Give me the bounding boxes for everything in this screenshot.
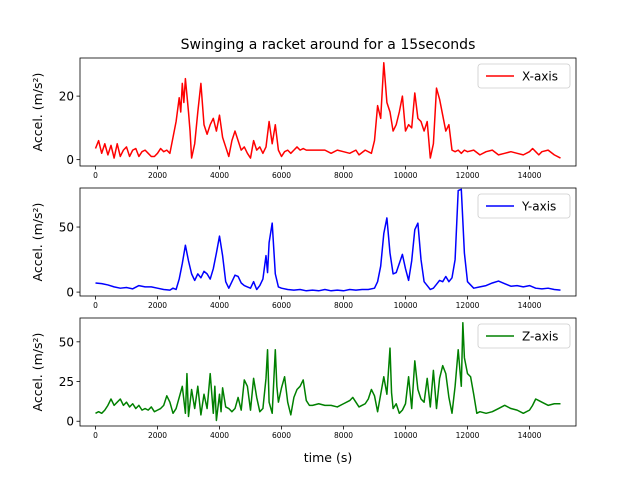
legend-y-axis: Y-axis: [477, 193, 571, 219]
series-line-z-axis: [95, 322, 561, 422]
chart-title: Swinging a racket around for a 15seconds: [181, 37, 476, 53]
x-tick-label: 12000: [456, 301, 480, 310]
y-tick-label: 50: [59, 335, 74, 349]
x-tick-label: 2000: [148, 431, 167, 440]
x-tick-label: 10000: [394, 301, 418, 310]
legend-label: Z-axis: [522, 330, 558, 344]
series-line-y-axis: [95, 188, 561, 292]
x-tick-label: 6000: [272, 431, 291, 440]
legend-box: [477, 193, 571, 219]
x-tick-label: 8000: [334, 301, 353, 310]
x-tick-label: 4000: [210, 431, 229, 440]
y-tick-label: 0: [66, 153, 74, 167]
legend-box: [477, 63, 571, 89]
y-tick-label: 50: [59, 221, 74, 235]
x-tick-label: 4000: [210, 171, 229, 180]
x-tick-label: 0: [93, 171, 98, 180]
y-tick-label: 0: [66, 415, 74, 429]
legend-z-axis: Z-axis: [477, 323, 571, 349]
x-tick-label: 8000: [334, 431, 353, 440]
axes-frame-z-axis: [79, 317, 577, 427]
x-tick-label: 0: [93, 431, 98, 440]
y-tick-label: 0: [66, 286, 74, 300]
x-tick-label: 6000: [272, 171, 291, 180]
x-tick-label: 14000: [518, 431, 542, 440]
y-tick-label: 20: [59, 90, 74, 104]
x-axis-label: time (s): [304, 450, 352, 465]
legend-x-axis: X-axis: [477, 63, 571, 89]
x-tick-label: 8000: [334, 171, 353, 180]
x-tick-label: 2000: [148, 171, 167, 180]
x-tick-label: 2000: [148, 301, 167, 310]
axes-frame-x-axis: [79, 57, 577, 167]
axes-frame-y-axis: [79, 187, 577, 297]
y-tick-label: 25: [59, 375, 74, 389]
y-axis-label-z-axis: Accel. (m/s²): [30, 333, 45, 412]
x-tick-label: 4000: [210, 301, 229, 310]
y-axis-label-x-axis: Accel. (m/s²): [30, 73, 45, 152]
subplot-x-axis: 0 2000 4000 6000 8000 10000 12000 14000 0 20 Accel…: [30, 57, 577, 180]
x-tick-label: 10000: [394, 431, 418, 440]
series-line-x-axis: [94, 62, 561, 159]
x-tick-label: 10000: [394, 171, 418, 180]
subplot-y-axis: 0 2000 4000 6000 8000 10000 12000 14000 0 50 Accel…: [30, 187, 577, 310]
y-axis-label-y-axis: Accel. (m/s²): [30, 203, 45, 282]
x-tick-label: 6000: [272, 301, 291, 310]
x-tick-label: 12000: [456, 431, 480, 440]
legend-box: [477, 323, 571, 349]
x-tick-label: 12000: [456, 171, 480, 180]
x-tick-label: 0: [93, 301, 98, 310]
subplot-z-axis: 0 2000 4000 6000 8000 10000 12000 14000 0 25 50 Acc…: [30, 317, 577, 440]
x-tick-label: 14000: [518, 171, 542, 180]
legend-label: X-axis: [522, 70, 558, 84]
x-tick-label: 14000: [518, 301, 542, 310]
subplot-group: 0 2000 4000 6000 8000 10000 12000 14000 0 20 Accel…: [30, 57, 577, 440]
legend-label: Y-axis: [521, 200, 556, 214]
